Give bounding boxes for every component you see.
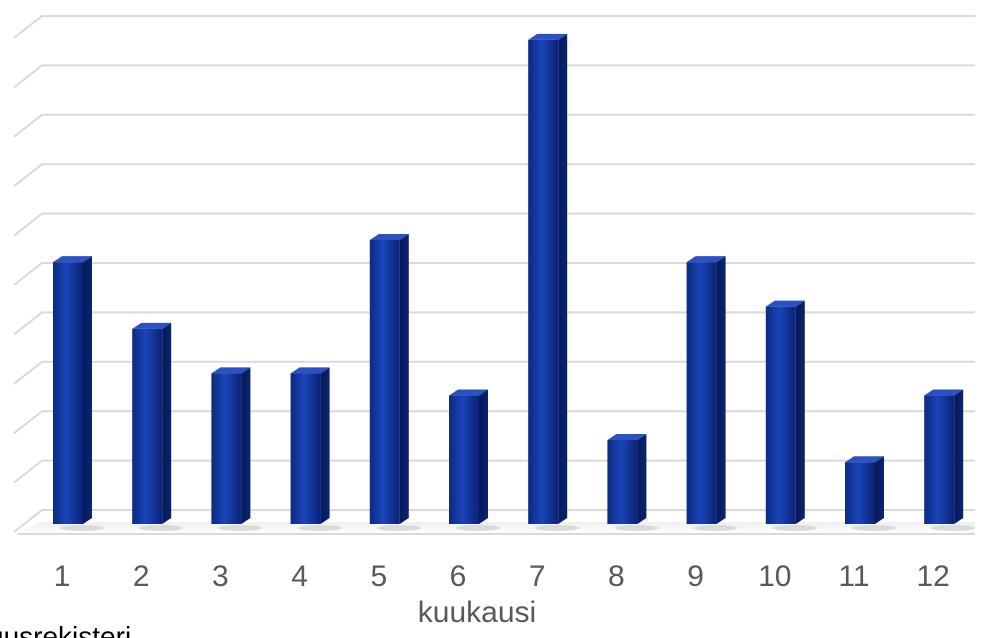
bar-top	[53, 256, 92, 263]
x-tick-label: 5	[370, 560, 387, 593]
bar-11	[845, 456, 896, 531]
bar-side	[637, 434, 647, 524]
gridline	[13, 212, 975, 237]
bar-top	[686, 256, 726, 263]
gridline	[13, 459, 975, 484]
bar-top	[528, 33, 568, 40]
gridline	[13, 509, 975, 533]
bar-top	[132, 322, 172, 329]
source-note: uusrekisteri	[0, 621, 131, 638]
bar-9	[686, 256, 738, 531]
bar-shadow	[931, 525, 976, 531]
x-tick-label: 1	[54, 560, 71, 593]
x-tick-label: 3	[212, 560, 229, 593]
bar-side	[558, 33, 568, 524]
gridline	[13, 410, 975, 434]
gridlines	[13, 15, 975, 535]
bar-top	[765, 300, 805, 307]
bar-8	[607, 434, 659, 531]
bar-side	[320, 367, 330, 524]
x-tick-label: 9	[687, 560, 704, 593]
bar-front	[765, 306, 796, 524]
bar-front	[449, 395, 479, 524]
bar-top	[290, 367, 330, 374]
bar-shadow	[693, 525, 738, 531]
bar-front	[528, 39, 559, 524]
bar-top	[924, 389, 964, 396]
bar-shadow	[614, 525, 659, 531]
bar-front	[211, 373, 242, 524]
bar-front	[686, 262, 717, 524]
bar-5	[369, 233, 421, 531]
bar-top	[369, 233, 409, 240]
bar-front	[369, 239, 400, 524]
bar-1	[53, 256, 104, 531]
bar-shadow	[60, 525, 104, 531]
gridline	[13, 360, 975, 385]
bar-top	[845, 456, 884, 463]
gridline	[13, 163, 975, 187]
bar-side	[954, 389, 964, 524]
gridline	[13, 262, 975, 286]
gridline	[13, 113, 975, 138]
bar-4	[290, 367, 342, 531]
x-tick-label: 4	[291, 560, 308, 593]
bar-front	[132, 328, 163, 524]
bar-side	[83, 256, 92, 524]
bar-6	[449, 389, 500, 531]
bars	[53, 33, 976, 531]
gridline	[13, 15, 975, 39]
x-tick-label: 8	[608, 560, 625, 593]
bar-12	[924, 389, 976, 531]
x-tick-label: 6	[450, 560, 467, 593]
bar-shadow	[535, 525, 580, 531]
bar-side	[162, 322, 172, 524]
bar-side	[479, 389, 488, 524]
bar-top	[449, 389, 488, 396]
bar-side	[716, 256, 726, 524]
bar-front	[290, 373, 321, 524]
bar-top	[211, 367, 251, 374]
bar-side	[241, 367, 251, 524]
bar-front	[845, 462, 875, 524]
x-tick-label: 7	[529, 560, 546, 593]
bar-shadow	[218, 525, 263, 531]
bar-shadow	[456, 525, 500, 531]
bar-shadow	[852, 525, 896, 531]
x-axis-title: kuukausi	[418, 596, 536, 629]
x-tick-label: 10	[758, 560, 791, 593]
x-tick-label: 2	[133, 560, 150, 593]
gridline	[13, 64, 975, 89]
bar-front	[924, 395, 955, 524]
bar-front	[607, 440, 638, 524]
x-tick-labels: 1 2 3 4 5 6 7 8 9 10 11 12	[54, 560, 950, 593]
bar-side	[795, 300, 805, 524]
bar-7	[528, 33, 580, 531]
bar-shadow	[376, 525, 421, 531]
bar-3	[211, 367, 263, 531]
bar-front	[53, 262, 83, 524]
bar-shadow	[772, 525, 817, 531]
bar-side	[875, 456, 884, 524]
bar-side	[399, 233, 409, 524]
bar-shadow	[297, 525, 342, 531]
bar-shadow	[139, 525, 184, 531]
x-tick-label: 12	[917, 560, 950, 593]
x-tick-label: 11	[838, 560, 869, 593]
gridline	[13, 311, 975, 336]
bar-2	[132, 322, 184, 531]
bar-top	[607, 434, 647, 441]
bar-10	[765, 300, 817, 531]
